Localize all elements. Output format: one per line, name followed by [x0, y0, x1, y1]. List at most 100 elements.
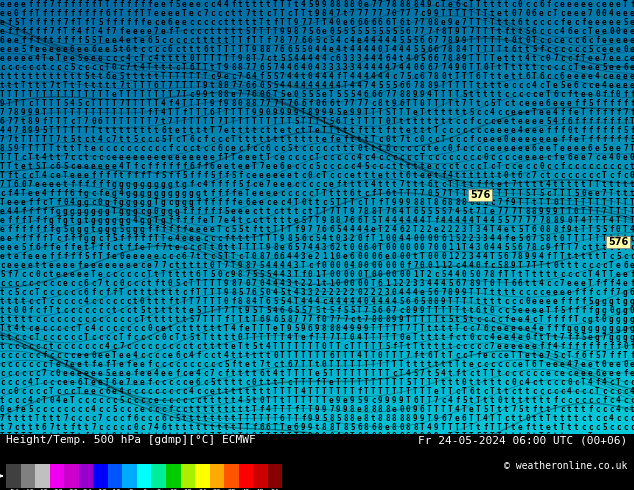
Text: e: e	[56, 180, 61, 189]
Text: f: f	[42, 225, 47, 234]
Text: t: t	[119, 171, 124, 180]
Text: t: t	[357, 315, 361, 324]
Text: T: T	[28, 144, 32, 153]
Text: t: t	[98, 81, 103, 90]
Text: T: T	[413, 99, 418, 108]
Text: e: e	[56, 270, 61, 279]
Text: c: c	[308, 153, 313, 162]
Text: c: c	[168, 414, 172, 423]
Text: t: t	[609, 180, 614, 189]
Text: 8: 8	[322, 324, 327, 333]
Text: c: c	[511, 81, 515, 90]
Text: t: t	[231, 396, 236, 405]
Text: c: c	[546, 27, 550, 36]
Text: T: T	[28, 90, 32, 99]
Text: 8: 8	[399, 90, 404, 99]
Text: T: T	[119, 90, 124, 99]
Text: 8: 8	[336, 216, 340, 225]
Text: f: f	[175, 369, 179, 378]
Text: c: c	[189, 27, 193, 36]
Text: 8: 8	[252, 99, 257, 108]
Text: f: f	[49, 243, 54, 252]
Text: t: t	[343, 9, 347, 18]
Text: e: e	[210, 153, 215, 162]
Text: T: T	[399, 387, 404, 396]
Text: 7: 7	[252, 261, 257, 270]
Text: 6: 6	[595, 369, 600, 378]
Text: 7: 7	[420, 369, 425, 378]
Text: f: f	[42, 306, 47, 315]
Text: c: c	[189, 243, 193, 252]
Text: t: t	[49, 153, 54, 162]
Text: 7: 7	[476, 207, 481, 216]
Text: c: c	[161, 378, 165, 387]
Text: c: c	[112, 315, 117, 324]
Text: T: T	[294, 396, 299, 405]
Text: t: t	[406, 360, 411, 369]
Text: e: e	[546, 144, 550, 153]
Text: e: e	[574, 369, 579, 378]
Text: e: e	[154, 252, 158, 261]
Text: T: T	[609, 207, 614, 216]
Text: c: c	[588, 261, 593, 270]
Text: 9: 9	[252, 108, 257, 117]
Text: f: f	[196, 198, 200, 207]
Text: 8: 8	[308, 108, 313, 117]
Text: c: c	[630, 423, 634, 432]
Bar	[210, 464, 224, 488]
Text: T: T	[189, 117, 193, 126]
Text: t: t	[126, 72, 131, 81]
Text: 4: 4	[315, 63, 320, 72]
Text: f: f	[91, 0, 96, 9]
Text: 4: 4	[469, 261, 474, 270]
Text: f: f	[560, 225, 565, 234]
Text: f: f	[112, 198, 117, 207]
Text: e: e	[196, 441, 200, 450]
Text: 5: 5	[336, 27, 340, 36]
Text: t: t	[308, 9, 313, 18]
Text: t: t	[133, 297, 138, 306]
Text: T: T	[161, 234, 165, 243]
Text: T: T	[259, 18, 264, 27]
Text: g: g	[126, 189, 131, 198]
Text: T: T	[560, 243, 565, 252]
Text: c: c	[154, 45, 158, 54]
Text: 8: 8	[385, 405, 390, 414]
Text: T: T	[7, 441, 11, 450]
Text: f: f	[483, 261, 488, 270]
Text: 5: 5	[490, 441, 495, 450]
Text: e: e	[112, 261, 117, 270]
Text: 5: 5	[161, 135, 165, 144]
Text: f: f	[21, 9, 25, 18]
Text: 0: 0	[35, 441, 39, 450]
Text: t: t	[581, 180, 586, 189]
Text: T: T	[224, 117, 229, 126]
Text: e: e	[42, 45, 47, 54]
Text: f: f	[553, 315, 558, 324]
Text: c: c	[392, 369, 397, 378]
Text: T: T	[189, 297, 193, 306]
Text: T: T	[266, 432, 271, 441]
Text: 6: 6	[567, 27, 572, 36]
Text: c: c	[581, 171, 586, 180]
Text: 5: 5	[175, 414, 179, 423]
Text: 9: 9	[511, 261, 515, 270]
Text: 6: 6	[273, 315, 278, 324]
Text: 9: 9	[14, 144, 18, 153]
Text: c: c	[448, 162, 453, 171]
Text: 5: 5	[259, 270, 264, 279]
Text: t: t	[14, 414, 18, 423]
Text: t: t	[490, 396, 495, 405]
Text: T: T	[483, 27, 488, 36]
Text: T: T	[196, 54, 200, 63]
Text: 4: 4	[581, 216, 586, 225]
Text: c: c	[476, 333, 481, 342]
Text: 6: 6	[588, 144, 593, 153]
Text: f: f	[133, 0, 138, 9]
Text: t: t	[224, 342, 229, 351]
Text: e: e	[567, 144, 572, 153]
Text: c: c	[483, 117, 488, 126]
Text: g: g	[182, 198, 186, 207]
Text: 7: 7	[252, 63, 257, 72]
Text: c: c	[154, 144, 158, 153]
